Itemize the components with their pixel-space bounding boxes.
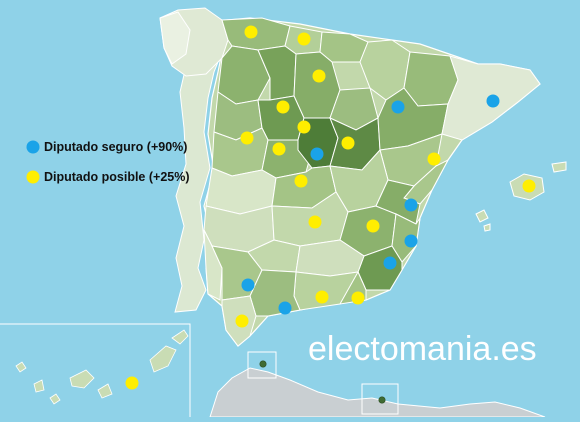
marker-posible-cadiz <box>235 314 249 328</box>
marker-posible-valladolid <box>297 120 311 134</box>
north-africa-land <box>209 367 546 418</box>
marker-posible-toledo <box>294 174 308 188</box>
legend: Diputado seguro (+90%) Diputado posible … <box>26 140 190 184</box>
portugal <box>174 39 223 313</box>
legend-seguro-label: Diputado seguro (+90%) <box>44 140 187 154</box>
marker-seguro-malaga <box>278 301 292 315</box>
region-formentera <box>483 223 491 232</box>
region-menorca <box>551 161 567 173</box>
region-caceres <box>205 167 277 215</box>
marker-posible-leon <box>240 131 254 145</box>
canary-island-2 <box>33 379 45 393</box>
region-valencia <box>375 179 421 225</box>
marker-seguro-zaragoza <box>391 100 405 114</box>
melilla-inset-box <box>361 383 399 415</box>
ceuta-inset-box <box>247 351 277 379</box>
marker-posible-ciudad-real <box>308 215 322 229</box>
marker-posible-mallorca <box>522 179 536 193</box>
canary-inset-frame <box>0 323 191 417</box>
canary-island-1 <box>15 361 27 373</box>
canary-island-3 <box>49 393 61 405</box>
legend-seguro-icon <box>26 140 40 154</box>
marker-seguro-madrid <box>310 147 324 161</box>
melilla-marker <box>378 396 386 404</box>
marker-posible-asturias <box>244 25 258 39</box>
marker-posible-jaen <box>315 290 329 304</box>
marker-seguro-barcelona <box>486 94 500 108</box>
watermark-brand: electomania.es <box>308 330 537 368</box>
canary-island-6 <box>149 345 177 373</box>
marker-posible-burgos <box>312 69 326 83</box>
markers-seguro <box>241 94 500 315</box>
markers-posible <box>125 25 536 390</box>
region-ibiza <box>475 209 489 223</box>
marker-seguro-seville <box>241 278 255 292</box>
legend-posible-icon <box>26 170 40 184</box>
canary-island-5 <box>97 383 113 399</box>
region-galicia-west <box>159 11 191 65</box>
marker-posible-cantabria <box>297 32 311 46</box>
marker-seguro-alicante <box>404 234 418 248</box>
marker-posible-guadalajara <box>341 136 355 150</box>
marker-seguro-murcia <box>383 256 397 270</box>
marker-seguro-valencia <box>404 198 418 212</box>
ceuta-marker <box>259 360 267 368</box>
marker-posible-salamanca <box>272 142 286 156</box>
canary-island-7 <box>171 329 189 345</box>
legend-posible-label: Diputado posible (+25%) <box>44 170 190 184</box>
marker-posible-canarias <box>125 376 139 390</box>
marker-posible-palencia <box>276 100 290 114</box>
marker-posible-granada <box>351 291 365 305</box>
marker-posible-albacete <box>366 219 380 233</box>
canary-island-4 <box>69 369 95 389</box>
marker-posible-castellon <box>427 152 441 166</box>
